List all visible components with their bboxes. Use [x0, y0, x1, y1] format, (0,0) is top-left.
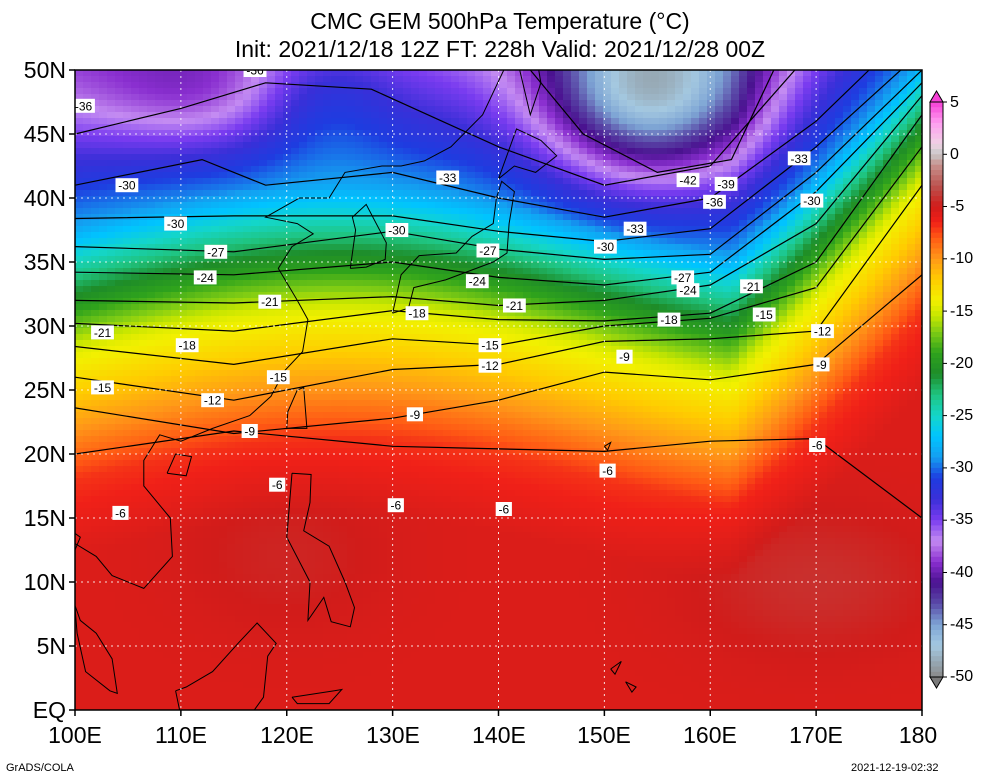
- contour-label: -30: [115, 178, 139, 193]
- contour-label: -24: [676, 283, 700, 298]
- contour-label: -33: [623, 221, 647, 236]
- map-subtitle: Init: 2021/12/18 12Z FT: 228h Valid: 202…: [234, 36, 766, 62]
- lon-label: 130E: [366, 722, 420, 748]
- colorbar-label: -20: [950, 355, 974, 372]
- contour-label: -30: [594, 239, 617, 254]
- colorbar-top-arrow: [929, 90, 944, 103]
- lat-label: 35N: [23, 249, 66, 275]
- lon-label: 170E: [789, 722, 843, 748]
- contour-label: -9: [241, 424, 258, 439]
- contour-label: -15: [266, 370, 290, 385]
- lat-label: 45N: [23, 121, 66, 147]
- contour-label: -42: [676, 173, 700, 188]
- contour-label: -6: [599, 463, 616, 478]
- lat-label: EQ: [32, 697, 66, 723]
- lat-label: 25N: [23, 377, 66, 403]
- contour-label: -6: [387, 498, 404, 513]
- contour-label: -12: [478, 358, 502, 373]
- contour-label: -9: [406, 407, 423, 422]
- contour-label: -21: [258, 294, 282, 309]
- lat-label: 50N: [23, 57, 66, 83]
- contour-label: -33: [436, 170, 460, 185]
- contour-label: -27: [671, 270, 695, 285]
- lon-label: 180: [898, 722, 938, 748]
- temperature-field: [75, 70, 922, 710]
- colorbar-label: -50: [950, 668, 974, 685]
- colorbar-label: -40: [950, 564, 974, 581]
- colorbar-label: -15: [950, 303, 974, 320]
- lon-label: 100E: [48, 722, 102, 748]
- contour-label: -9: [616, 349, 633, 364]
- contour-label: -6: [495, 502, 512, 517]
- contour-label: -6: [269, 477, 286, 492]
- lon-label: 120E: [260, 722, 314, 748]
- axis-ticks: [69, 69, 923, 716]
- contour-label: -36: [75, 98, 95, 113]
- contour-label: -15: [91, 380, 114, 395]
- map-title: CMC GEM 500hPa Temperature (°C): [310, 8, 690, 34]
- contour-label: -36: [243, 70, 267, 78]
- lat-label: 40N: [23, 185, 66, 211]
- colorbar: [929, 90, 947, 689]
- contour-label: -12: [201, 393, 224, 408]
- contour-label: -27: [204, 244, 228, 259]
- lat-label: 30N: [23, 313, 66, 339]
- colorbar-label: 5: [950, 94, 959, 111]
- lon-label: 150E: [577, 722, 631, 748]
- lon-label: 140E: [472, 722, 526, 748]
- colorbar-label: -10: [950, 250, 974, 267]
- contour-label: -39: [714, 176, 738, 191]
- contour-label: -33: [787, 151, 811, 166]
- contour-label: -15: [478, 338, 502, 353]
- contour-label: -30: [164, 216, 187, 231]
- contour-label: -18: [405, 306, 429, 321]
- contour-label: -15: [752, 307, 776, 322]
- footer-credit: GrADS/COLA: [6, 762, 74, 774]
- contour-label: -30: [385, 223, 409, 238]
- contour-label: -27: [476, 243, 500, 258]
- coastlines: [75, 70, 637, 710]
- lat-lon-grid: [75, 70, 922, 710]
- contour-label: -24: [465, 274, 489, 289]
- contour-label: -21: [91, 325, 114, 340]
- colorbar-label: -30: [950, 459, 974, 476]
- colorbar-label: -45: [950, 616, 974, 633]
- lat-label: 20N: [23, 441, 66, 467]
- contour-label: -36: [703, 194, 726, 209]
- lon-label: 160E: [683, 722, 737, 748]
- contour-label: -6: [112, 505, 129, 520]
- colorbar-label: -35: [950, 511, 974, 528]
- contour-label: -21: [503, 298, 526, 313]
- lat-label: 5N: [36, 633, 66, 659]
- contour-label: -12: [811, 324, 834, 339]
- contour-labels: -36-30-30-27-24-21-21-18-15-15-12-9-6-6-…: [75, 70, 834, 520]
- colorbar-label: 0: [950, 146, 959, 163]
- lon-label: 110E: [154, 722, 208, 748]
- contour-label: -30: [800, 193, 824, 208]
- lat-label: 10N: [23, 569, 66, 595]
- footer-timestamp: 2021-12-19-02:32: [851, 762, 939, 774]
- contour-label: -24: [193, 270, 217, 285]
- colorbar-label: -25: [950, 407, 974, 424]
- contour-label: -21: [740, 279, 763, 294]
- lat-label: 15N: [23, 505, 66, 531]
- contour-label: -18: [175, 338, 199, 353]
- contour-label: -6: [809, 438, 826, 453]
- colorbar-label: -5: [950, 198, 965, 215]
- contour-label: -9: [813, 357, 830, 372]
- contour-label: -18: [657, 312, 681, 327]
- colorbar-bottom-arrow: [929, 676, 944, 689]
